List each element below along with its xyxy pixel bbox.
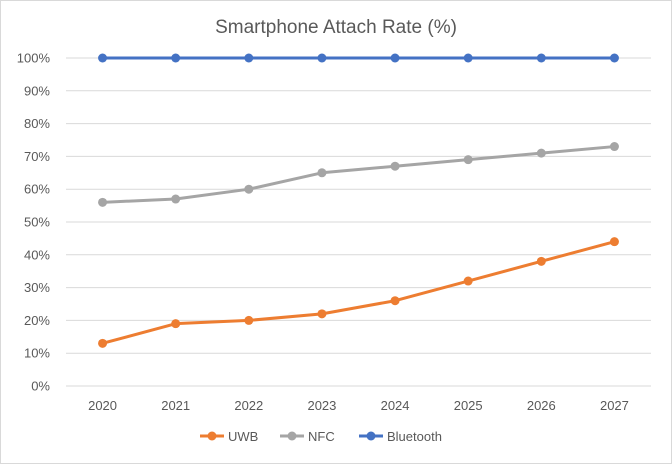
y-tick-label: 10% xyxy=(24,346,50,361)
data-point xyxy=(536,53,546,63)
series-nfc xyxy=(98,142,619,207)
y-tick-label: 90% xyxy=(24,83,50,98)
y-tick-label: 20% xyxy=(24,313,50,328)
y-tick-label: 50% xyxy=(24,215,50,230)
legend-label: Bluetooth xyxy=(387,429,442,444)
legend-item-nfc: NFC xyxy=(280,429,335,444)
x-tick-label: 2021 xyxy=(161,398,190,413)
data-point xyxy=(171,194,181,204)
data-point xyxy=(317,53,327,63)
data-point xyxy=(98,53,108,63)
data-point xyxy=(609,53,619,63)
legend-swatch-marker xyxy=(287,431,297,441)
chart-title: Smartphone Attach Rate (%) xyxy=(215,17,457,38)
data-point xyxy=(536,148,546,158)
data-point xyxy=(463,53,473,63)
series-uwb xyxy=(98,237,619,348)
data-point xyxy=(317,168,327,178)
legend-label: NFC xyxy=(308,429,335,444)
data-point xyxy=(390,296,400,306)
data-point xyxy=(171,319,181,329)
y-tick-label: 70% xyxy=(24,149,50,164)
legend: UWB NFC Bluetooth xyxy=(200,429,442,444)
x-tick-label: 2024 xyxy=(381,398,410,413)
data-point xyxy=(171,53,181,63)
y-tick-label: 40% xyxy=(24,247,50,262)
data-point xyxy=(244,53,254,63)
data-point xyxy=(536,256,546,266)
legend-label: UWB xyxy=(228,429,258,444)
series-group xyxy=(98,53,619,348)
series-bluetooth xyxy=(98,53,619,63)
data-point xyxy=(609,142,619,152)
x-tick-label: 2020 xyxy=(88,398,117,413)
data-point xyxy=(98,197,108,207)
series-line xyxy=(101,145,616,204)
data-point xyxy=(390,161,400,171)
data-point xyxy=(463,276,473,286)
y-tick-label: 60% xyxy=(24,182,50,197)
legend-swatch-marker xyxy=(207,431,217,441)
legend-item-bluetooth: Bluetooth xyxy=(359,429,442,444)
data-point xyxy=(317,309,327,319)
data-point xyxy=(244,184,254,194)
data-point xyxy=(609,237,619,247)
x-tick-label: 2022 xyxy=(234,398,263,413)
x-tick-label: 2027 xyxy=(600,398,629,413)
y-tick-label: 0% xyxy=(31,379,50,394)
y-tick-label: 100% xyxy=(17,51,51,66)
x-axis-ticks: 2020 2021 2022 2023 2024 2025 2026 2027 xyxy=(88,398,629,413)
data-point xyxy=(98,338,108,348)
x-tick-label: 2026 xyxy=(527,398,556,413)
y-tick-label: 80% xyxy=(24,116,50,131)
y-axis-ticks: 0% 10% 20% 30% 40% 50% 60% 70% 80% 90% 100% xyxy=(17,51,51,394)
legend-swatch-marker xyxy=(366,431,376,441)
series-line xyxy=(101,240,616,345)
legend-item-uwb: UWB xyxy=(200,429,258,444)
x-tick-label: 2023 xyxy=(307,398,336,413)
y-tick-label: 30% xyxy=(24,280,50,295)
data-point xyxy=(390,53,400,63)
data-point xyxy=(244,315,254,325)
data-point xyxy=(463,155,473,165)
x-tick-label: 2025 xyxy=(454,398,483,413)
gridlines xyxy=(66,57,651,387)
